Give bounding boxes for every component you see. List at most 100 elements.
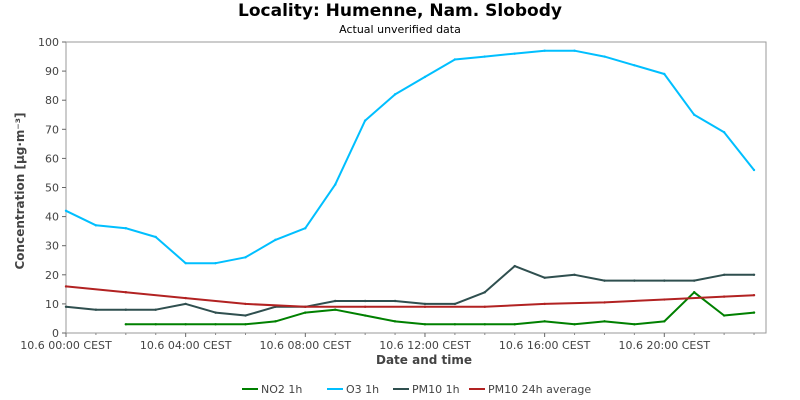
data-point — [124, 323, 128, 326]
data-point — [663, 72, 666, 76]
data-point — [603, 320, 606, 323]
data-point — [244, 302, 247, 306]
y-tick-label: 100 — [38, 36, 59, 49]
data-point — [393, 320, 397, 323]
data-point — [184, 302, 187, 306]
data-point — [423, 323, 427, 326]
data-point — [214, 261, 217, 265]
data-point — [693, 113, 696, 116]
y-tick-label: 50 — [45, 182, 59, 195]
x-tick-label: 10.6 00:00 CEST — [20, 339, 112, 352]
data-point — [154, 235, 157, 239]
data-point — [483, 55, 487, 58]
data-point — [363, 314, 367, 317]
x-tick-label: 10.6 16:00 CEST — [499, 339, 591, 352]
data-point — [214, 323, 217, 326]
data-point — [304, 311, 307, 314]
data-point — [663, 279, 666, 282]
data-point — [154, 323, 157, 326]
data-point — [124, 291, 128, 294]
data-point — [453, 323, 457, 326]
data-point — [693, 291, 696, 294]
x-axis-title: Date and time — [376, 353, 472, 367]
data-point — [214, 311, 217, 314]
data-point — [513, 52, 516, 55]
data-point — [453, 58, 457, 61]
data-point — [573, 49, 576, 52]
data-point — [64, 305, 68, 309]
data-point — [64, 209, 68, 212]
data-point — [722, 131, 726, 134]
data-point — [334, 183, 337, 186]
data-point — [304, 305, 307, 309]
y-axis-title: Concentration [µg·m⁻³] — [13, 113, 27, 270]
data-point — [184, 261, 187, 265]
legend: NO2 1h O3 1h PM10 1h PM10 24h average — [242, 383, 591, 396]
data-point — [124, 227, 128, 230]
data-point — [483, 305, 487, 309]
data-point — [722, 295, 726, 298]
chart-subtitle: Actual unverified data — [339, 23, 461, 36]
data-point — [154, 308, 157, 311]
data-point — [663, 320, 666, 323]
data-point — [94, 224, 98, 227]
data-point — [244, 323, 247, 326]
data-point — [633, 323, 636, 326]
data-point — [184, 323, 187, 326]
data-point — [633, 279, 636, 282]
series-lines — [64, 49, 756, 326]
x-tick-label: 10.6 20:00 CEST — [619, 339, 711, 352]
data-point — [423, 302, 427, 306]
data-point — [752, 311, 756, 314]
data-point — [543, 320, 546, 323]
x-tick-label: 10.6 04:00 CEST — [140, 339, 232, 352]
data-point — [334, 299, 337, 303]
y-tick-label: 20 — [45, 269, 59, 282]
data-point — [543, 49, 546, 52]
series-line-no2-1h — [124, 291, 755, 326]
data-point — [663, 298, 666, 301]
x-tick-label: 10.6 08:00 CEST — [260, 339, 352, 352]
data-point — [573, 323, 576, 326]
data-point — [64, 285, 68, 288]
plot-frame — [65, 41, 767, 334]
series-line-pm10-1h — [65, 265, 755, 317]
series-line-o3-1h — [65, 49, 755, 265]
y-tick-label: 90 — [45, 65, 59, 78]
data-point — [573, 273, 576, 276]
data-point — [94, 308, 98, 311]
y-tick-label: 60 — [45, 152, 59, 165]
data-point — [603, 301, 606, 304]
data-point — [423, 75, 427, 79]
y-tick-label: 30 — [45, 240, 59, 253]
chart-title: Locality: Humenne, Nam. Slobody — [238, 1, 562, 21]
data-point — [334, 308, 337, 311]
data-point — [184, 296, 187, 300]
legend-label: O3 1h — [346, 383, 379, 396]
data-point — [304, 227, 307, 230]
data-point — [513, 323, 516, 326]
data-point — [543, 276, 546, 279]
y-tick-label: 10 — [45, 298, 59, 311]
data-point — [363, 119, 367, 122]
data-point — [274, 320, 277, 323]
data-point — [543, 302, 546, 306]
data-point — [752, 293, 756, 297]
data-point — [124, 308, 128, 311]
legend-label: NO2 1h — [261, 383, 302, 396]
data-point — [752, 168, 756, 172]
data-point — [274, 238, 277, 242]
x-tick-label: 10.6 12:00 CEST — [379, 339, 471, 352]
data-point — [603, 55, 606, 58]
data-point — [244, 256, 247, 259]
data-point — [453, 302, 457, 306]
y-tick-label: 70 — [45, 123, 59, 136]
axes: 0 10 20 30 40 50 60 70 80 90 100 10.6 00:00 CEST 10.… — [20, 36, 767, 352]
data-point — [363, 305, 367, 309]
data-point — [393, 299, 397, 303]
data-point — [722, 314, 726, 317]
data-point — [722, 273, 726, 276]
data-point — [603, 279, 606, 282]
data-point — [752, 273, 756, 276]
